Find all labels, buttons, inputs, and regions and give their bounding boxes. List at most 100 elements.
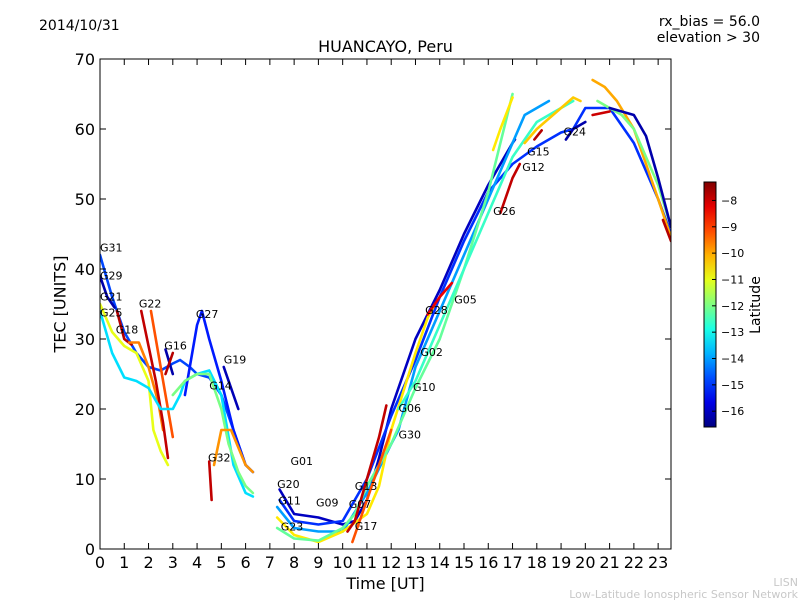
series-line-g07b	[661, 218, 671, 243]
x-tick-label: 13	[405, 553, 425, 572]
colorbar-tick-label: −12	[721, 300, 744, 313]
series-line-g09	[275, 92, 514, 542]
x-tick-label: 12	[381, 553, 401, 572]
colorbar	[703, 181, 717, 428]
chart-title: HUANCAYO, Peru	[318, 37, 453, 56]
x-tick-label: 4	[192, 553, 202, 572]
colorbar-tick-label: −10	[721, 247, 744, 260]
satellite-label: G20	[277, 478, 300, 491]
satellite-label: G32	[208, 452, 231, 465]
satellite-label: G28	[425, 304, 448, 317]
y-tick-label: 70	[75, 50, 95, 69]
y-tick-label: 20	[75, 400, 95, 419]
colorbar-tick-label: −15	[721, 379, 744, 392]
x-tick-label: 5	[216, 553, 226, 572]
x-tick-label: 0	[95, 553, 105, 572]
series-line-g20	[278, 138, 517, 526]
satellite-label: G22	[139, 298, 162, 311]
x-tick-label: 22	[624, 553, 644, 572]
series-line-g01	[278, 106, 671, 526]
series-line-g15	[533, 129, 543, 141]
y-tick-label: 30	[75, 330, 95, 349]
series-line-g06	[596, 99, 671, 229]
satellite-label: G10	[413, 381, 436, 394]
x-tick-label: 17	[502, 553, 522, 572]
series-line-g32	[207, 460, 213, 502]
series-line-g13	[351, 428, 393, 544]
colorbar-tick-label: −11	[721, 273, 744, 286]
x-tick-label: 2	[143, 553, 153, 572]
series-line-g02	[397, 99, 575, 411]
satellite-label: G23	[281, 520, 304, 533]
colorbar-tick-label: −14	[721, 353, 744, 366]
colorbar-tick-label: −9	[721, 221, 737, 234]
series-line-g32b	[212, 428, 255, 474]
series-line-g17	[346, 404, 388, 533]
y-tick-label: 50	[75, 190, 95, 209]
y-tick-label: 10	[75, 470, 95, 489]
x-tick-label: 9	[313, 553, 323, 572]
x-tick-label: 6	[241, 553, 251, 572]
x-tick-label: 18	[527, 553, 547, 572]
series-line-g16b	[164, 351, 175, 376]
satellite-label: G11	[278, 494, 301, 507]
satellite-label: G12	[522, 161, 545, 174]
series-line-g12	[491, 96, 514, 152]
x-tick-label: 10	[332, 553, 352, 572]
satellite-label: G25	[100, 307, 123, 320]
x-tick-label: 8	[289, 553, 299, 572]
colorbar-tick-label: −16	[721, 405, 744, 418]
satellite-label: G13	[355, 480, 378, 493]
x-tick-label: 16	[478, 553, 498, 572]
satellite-label: G05	[454, 293, 477, 306]
satellite-label: G15	[527, 146, 550, 159]
x-tick-label: 20	[575, 553, 595, 572]
satellite-label: G01	[290, 455, 313, 468]
x-tick-label: 11	[357, 553, 377, 572]
x-tick-label: 15	[454, 553, 474, 572]
series-line-g11	[275, 99, 551, 533]
elevation-label: elevation > 30	[656, 30, 760, 46]
series-line-g22b	[149, 309, 175, 439]
series-line-g30	[608, 106, 671, 229]
series-line-g24	[564, 120, 587, 141]
satellite-label: G24	[563, 125, 586, 138]
colorbar-tick-label: −13	[721, 326, 744, 339]
series-line-g21	[100, 302, 170, 467]
colorbar-tick-label: −8	[721, 194, 737, 207]
satellite-label: G31	[100, 242, 123, 255]
satellite-label: G30	[398, 429, 421, 442]
series-line-g14	[171, 372, 255, 495]
x-tick-label: 14	[430, 553, 450, 572]
y-tick-label: 0	[85, 540, 95, 559]
credit-long: Low-Latitude Ionospheric Sensor Network	[569, 588, 798, 600]
satellite-label: G18	[116, 324, 139, 337]
satellite-label: G27	[196, 308, 219, 321]
y-tick-label: 40	[75, 260, 95, 279]
satellite-label: G02	[420, 346, 443, 359]
satellite-label: G21	[100, 291, 123, 304]
plot-frame	[99, 58, 672, 550]
x-tick-label: 23	[648, 553, 668, 572]
series-line-g07	[591, 110, 611, 117]
series-line-g26	[499, 162, 522, 215]
rx-bias-label: rx_bias = 56.0	[658, 14, 760, 30]
series-line-g28	[426, 281, 454, 316]
x-tick-label: 21	[599, 553, 619, 572]
x-tick-label: 3	[168, 553, 178, 572]
satellite-label: G06	[398, 402, 421, 415]
series-line-g29	[100, 274, 116, 309]
x-tick-label: 1	[119, 553, 129, 572]
series-line-g22	[139, 309, 170, 460]
satellite-label: G19	[224, 354, 247, 367]
series-line-g19	[222, 365, 240, 411]
satellite-label: G14	[209, 380, 232, 393]
x-axis-label: Time [UT]	[346, 574, 425, 593]
date-label: 2014/10/31	[39, 18, 120, 34]
satellite-label: G29	[100, 270, 123, 283]
credit-short: LISN	[773, 576, 798, 589]
satellite-label: G07	[349, 498, 372, 511]
satellite-label: G17	[355, 520, 378, 533]
